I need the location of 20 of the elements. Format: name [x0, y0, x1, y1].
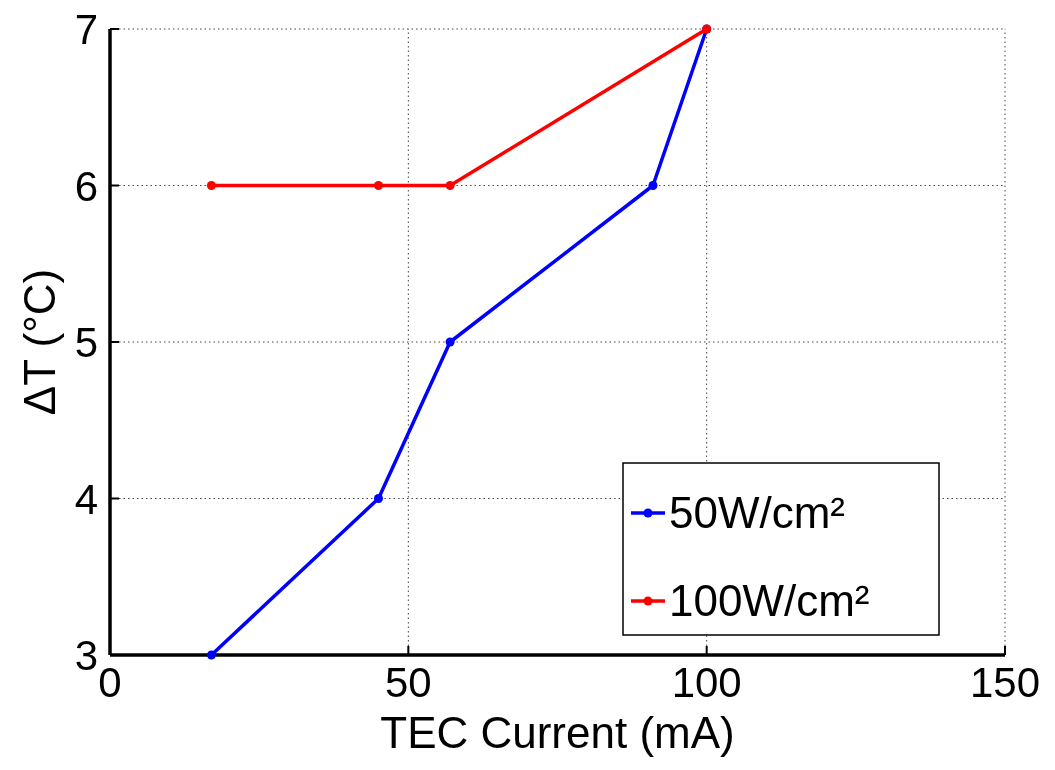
point — [374, 181, 383, 190]
point — [445, 337, 455, 347]
y-tick-label: 4 — [74, 475, 98, 523]
point — [648, 181, 658, 190]
point — [206, 181, 216, 190]
point — [206, 650, 216, 660]
x-tick-label: 50 — [384, 659, 432, 706]
y-tick-label: 6 — [74, 162, 98, 210]
point — [445, 181, 455, 190]
point — [374, 494, 383, 503]
y-axis-title: ΔT (°C) — [15, 268, 64, 416]
x-tick-label: 150 — [969, 659, 1041, 706]
x-axis-title: TEC Current (mA) — [380, 708, 735, 757]
y-tick-label: 7 — [74, 6, 98, 53]
x-tick-label: 0 — [98, 659, 122, 706]
y-tick-label: 3 — [74, 632, 98, 679]
legend-label: 50W/cm² — [669, 488, 845, 537]
x-tick-label: 100 — [671, 659, 742, 706]
legend-label: 100W/cm² — [669, 576, 870, 625]
y-tick-label: 5 — [74, 319, 98, 366]
